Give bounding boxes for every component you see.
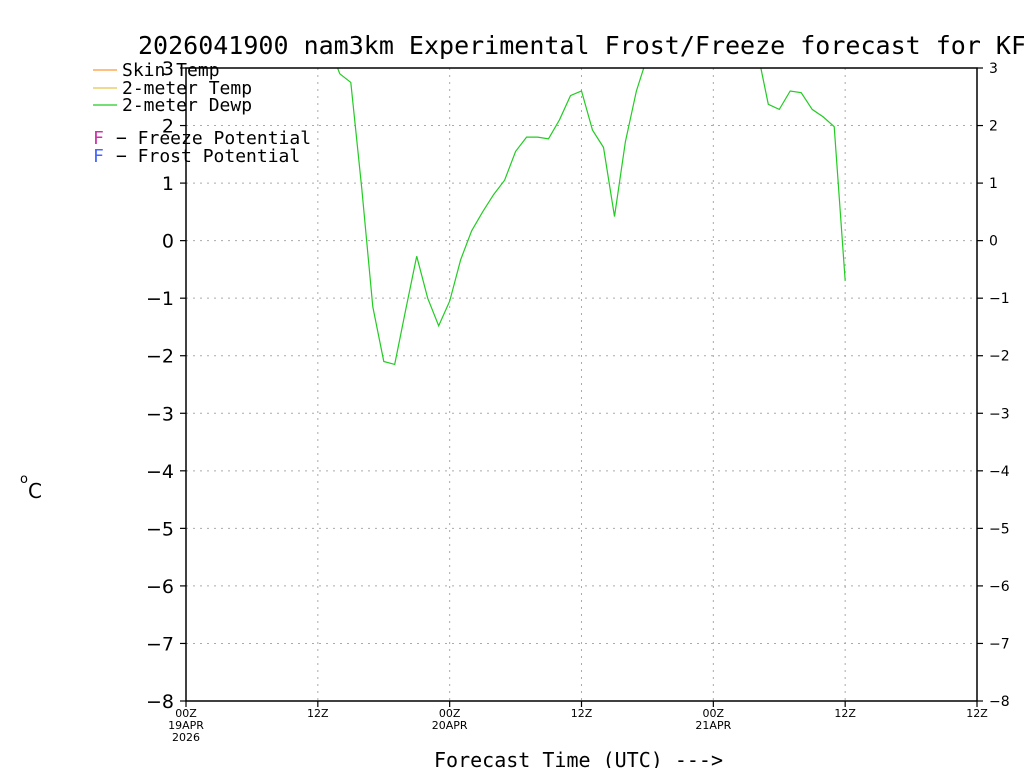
- x-tick-label: 12Z: [571, 707, 593, 720]
- y-tick-label-right: 3: [989, 61, 998, 77]
- legend: Skin Temp 2-meter Temp 2-meter Dewp F − …: [93, 60, 311, 167]
- legend-label-2m-temp: 2-meter Temp: [122, 78, 252, 99]
- y-tick-label-left: 0: [162, 231, 174, 253]
- y-axis-title: o C: [20, 472, 42, 503]
- x-tick-label: 12Z: [307, 707, 329, 720]
- y-tick-label-left: −3: [146, 403, 174, 425]
- x-tick-label: 00Z: [439, 707, 461, 720]
- frost-potential-label: − Frost Potential: [116, 146, 300, 167]
- y-tick-label-left: 1: [162, 173, 174, 195]
- y-tick-label-left: 3: [162, 58, 174, 80]
- degree-symbol: o: [20, 472, 28, 487]
- legend-label-skin-temp: Skin Temp: [122, 60, 220, 81]
- x-tick-label: 12Z: [966, 707, 988, 720]
- y-tick-label-left: −5: [146, 518, 174, 540]
- y-tick-label-right: 0: [989, 234, 998, 250]
- freeze-potential-label: − Freeze Potential: [116, 128, 311, 149]
- series-layer: [336, 68, 846, 366]
- x-tick-label: 21APR: [695, 719, 731, 732]
- y-tick-label-right: 2: [989, 119, 998, 135]
- x-tick-label: 20APR: [432, 719, 468, 732]
- y-tick-label-left: −4: [146, 461, 174, 483]
- y-tick-label-left: −2: [146, 346, 174, 368]
- x-axis-title: Forecast Time (UTC) --->: [434, 748, 723, 768]
- y-tick-label-right: −2: [989, 349, 1010, 365]
- y-tick-label-right: −6: [989, 579, 1010, 595]
- y-tick-label-right: −4: [989, 464, 1010, 480]
- frost-potential-letter: F: [93, 146, 104, 167]
- x-tick-label: 00Z: [703, 707, 725, 720]
- y-tick-label-left: −8: [146, 691, 174, 713]
- x-tick-label: 2026: [172, 731, 200, 744]
- y-axis-right: 3 2 1 0 −1 −2 −3 −4 −5 −6 −7 −8: [977, 61, 1010, 710]
- y-tick-label-right: −7: [989, 636, 1010, 652]
- y-axis-left: 3 2 1 0 −1 −2 −3 −4 −5 −6 −7 −8: [146, 58, 186, 713]
- y-axis-unit: C: [28, 479, 42, 503]
- x-tick-label: 19APR: [168, 719, 204, 732]
- chart-title: 2026041900 nam3km Experimental Frost/Fre…: [138, 31, 1024, 60]
- y-tick-label-right: 1: [989, 176, 998, 192]
- y-tick-label-right: −8: [989, 694, 1010, 710]
- y-tick-label-right: −3: [989, 406, 1010, 422]
- y-tick-label-right: −5: [989, 521, 1010, 537]
- grid-lines: [186, 68, 977, 701]
- y-tick-label-left: −1: [146, 288, 174, 310]
- y-tick-label-right: −1: [989, 291, 1010, 307]
- y-tick-label-left: −7: [146, 633, 174, 655]
- legend-label-2m-dewp: 2-meter Dewp: [122, 95, 252, 116]
- series-line-2m-dewp: [760, 68, 846, 281]
- series-line-2m-dewp: [336, 68, 645, 366]
- x-tick-label: 12Z: [834, 707, 856, 720]
- freeze-potential-letter: F: [93, 128, 104, 149]
- x-tick-label: 00Z: [175, 707, 197, 720]
- y-tick-label-left: 2: [162, 116, 174, 138]
- y-tick-label-left: −6: [146, 576, 174, 598]
